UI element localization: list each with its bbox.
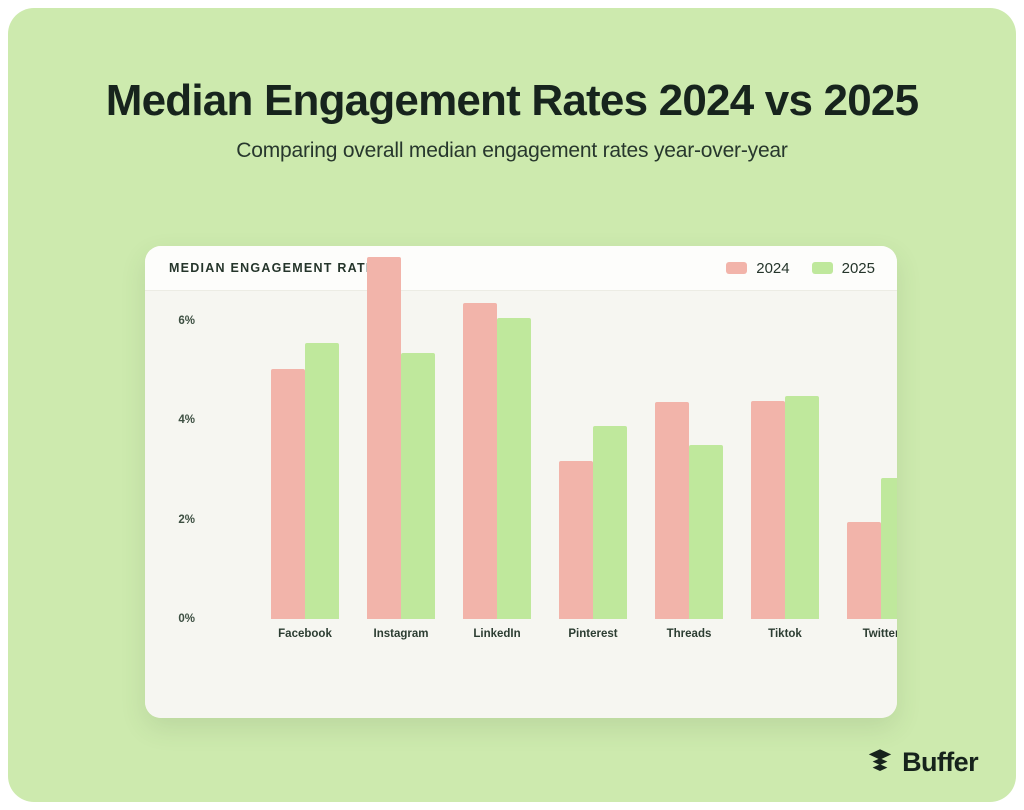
bar-twitter-2025[interactable] <box>881 477 897 619</box>
y-axis-tick-label: 0% <box>178 613 195 625</box>
page-title: Median Engagement Rates 2024 vs 2025 <box>105 76 919 125</box>
buffer-layers-icon <box>867 747 893 778</box>
legend-label: 2025 <box>841 259 875 277</box>
bar-group-instagram <box>367 257 435 619</box>
bar-group-twitter <box>847 477 897 619</box>
heading-block: Median Engagement Rates 2024 vs 2025 Com… <box>8 76 1016 163</box>
bar-twitter-2024[interactable] <box>847 522 881 619</box>
bar-pinterest-2024[interactable] <box>559 461 593 619</box>
y-axis: 0% 2% 4% 6% <box>145 291 207 718</box>
green-panel: Median Engagement Rates 2024 vs 2025 Com… <box>8 8 1016 802</box>
bar-facebook-2024[interactable] <box>271 369 305 619</box>
legend-item-2025[interactable]: 2025 <box>811 259 875 277</box>
legend-swatch-icon <box>811 262 833 274</box>
y-axis-tick-label: 2% <box>178 513 195 526</box>
y-axis-tick-label: 4% <box>178 414 195 427</box>
bar-threads-2025[interactable] <box>689 445 723 619</box>
legend-item-2024[interactable]: 2024 <box>726 259 790 277</box>
bar-group-tiktok <box>751 395 819 619</box>
y-axis-tick-label: 6% <box>178 314 195 327</box>
chart-card: MEDIAN ENGAGEMENT RATE 2024 2025 0% 2% 4% 6%… <box>145 246 897 718</box>
bar-pinterest-2025[interactable] <box>593 426 627 619</box>
bar-group-threads <box>655 401 723 619</box>
x-axis-label-pinterest: Pinterest <box>568 628 618 640</box>
bar-tiktok-2024[interactable] <box>751 400 785 619</box>
bar-tiktok-2025[interactable] <box>785 395 819 619</box>
legend-swatch-icon <box>726 262 748 274</box>
bar-group-pinterest <box>559 426 627 619</box>
x-axis-label-twitter: Twitter <box>862 628 897 640</box>
buffer-logo: Buffer <box>867 747 979 778</box>
bar-instagram-2024[interactable] <box>367 257 401 619</box>
bar-facebook-2025[interactable] <box>305 343 339 619</box>
x-axis-label-facebook: Facebook <box>278 628 332 640</box>
bars-layer: Facebook Instagram LinkedIn Pinterest Thread… <box>207 257 897 718</box>
x-axis-label-tiktok: Tiktok <box>768 628 802 640</box>
chart-panel-label: MEDIAN ENGAGEMENT RATE <box>169 261 376 275</box>
x-axis-label-instagram: Instagram <box>373 628 429 640</box>
plot-area: 0% 2% 4% 6% Facebook Instagram LinkedIn Pinter… <box>145 257 897 718</box>
bar-linkedin-2024[interactable] <box>463 303 497 619</box>
bar-linkedin-2025[interactable] <box>497 318 531 619</box>
chart-legend: 2024 2025 <box>726 260 875 277</box>
bar-threads-2024[interactable] <box>655 401 689 619</box>
bar-group-facebook <box>271 343 339 619</box>
x-axis-label-threads: Threads <box>666 628 712 640</box>
legend-label: 2024 <box>756 259 790 277</box>
bar-group-linkedin <box>463 303 531 619</box>
page-subtitle: Comparing overall median engagement rate… <box>236 139 788 163</box>
chart-card-header: MEDIAN ENGAGEMENT RATE 2024 2025 <box>145 246 897 291</box>
bar-instagram-2025[interactable] <box>401 353 435 619</box>
buffer-wordmark: Buffer <box>902 747 979 777</box>
x-axis-label-linkedin: LinkedIn <box>473 628 521 640</box>
